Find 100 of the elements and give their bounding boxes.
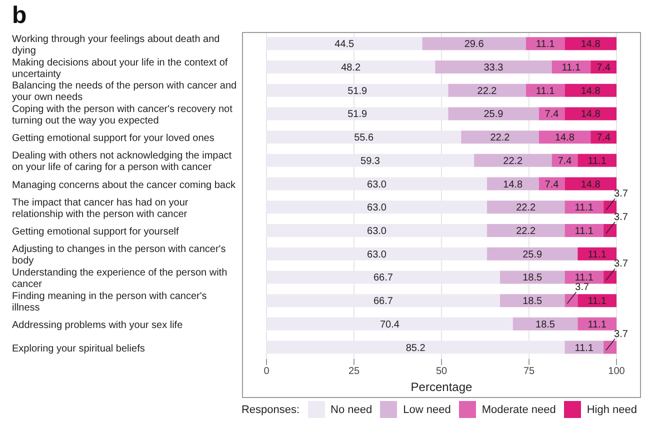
bar [266, 200, 487, 214]
data-label: 22.2 [516, 226, 536, 237]
bar [564, 107, 616, 120]
x-tick-label: 25 [348, 366, 360, 378]
y-tick-label: Adjusting to changes in the person with cancer's body [12, 244, 226, 267]
data-label: 11.1 [536, 86, 556, 97]
bar [564, 340, 604, 354]
bar [538, 130, 591, 144]
bar [266, 130, 462, 144]
y-tick-label: Understanding the experience of the person with cancer [12, 268, 228, 290]
legend-label: High need [586, 402, 637, 418]
bar [487, 224, 565, 237]
bar [578, 247, 616, 260]
bar [487, 247, 578, 260]
data-label: 7.4 [596, 132, 611, 144]
bar [564, 294, 578, 308]
bar [552, 60, 591, 74]
data-label: 63.0 [367, 249, 387, 260]
legend-label: Low need [402, 402, 451, 418]
bar [487, 177, 539, 190]
legend-label: Moderate need [480, 402, 556, 418]
bar [604, 224, 616, 237]
bar [578, 294, 616, 308]
bar [266, 107, 448, 120]
bar [578, 154, 616, 167]
bar [266, 84, 448, 97]
data-label: 14.8 [580, 86, 601, 97]
data-label: 44.5 [334, 39, 355, 50]
data-label: 18.5 [522, 296, 542, 308]
y-tick-label: Exploring your spiritual beliefs [12, 343, 145, 354]
bar [435, 60, 552, 74]
data-label: 48.2 [341, 62, 362, 74]
x-tick-label: 0 [264, 366, 270, 378]
data-label: 7.4 [544, 179, 560, 190]
data-label: 29.6 [464, 39, 484, 50]
data-label: 70.4 [380, 319, 400, 330]
bar [512, 317, 578, 330]
y-tick-label: Managing concerns about the cancer coming back [12, 180, 236, 191]
x-axis-title: Percentage [410, 380, 473, 394]
bar [604, 340, 616, 354]
data-label: 11.1 [588, 296, 607, 308]
bar [564, 200, 604, 214]
data-label: 11.1 [588, 319, 607, 330]
y-tick-label: Finding meaning in the person with cancer's illness [12, 290, 207, 314]
data-label: 59.3 [360, 156, 380, 167]
data-label: 22.2 [503, 156, 524, 167]
data-label: 63.0 [367, 226, 387, 237]
bar [461, 130, 539, 144]
bar [266, 224, 487, 237]
bar [266, 37, 422, 50]
data-label: 22.2 [490, 132, 510, 144]
bar [266, 247, 487, 260]
data-label: 11.1 [588, 249, 607, 260]
data-label: 11.1 [574, 226, 594, 237]
bar [487, 200, 565, 214]
y-tick-label: Getting emotional support for yourself [12, 226, 179, 238]
data-label: 11.1 [574, 202, 594, 214]
data-label: 51.9 [348, 109, 368, 120]
data-label: 63.0 [367, 179, 387, 190]
data-label: 14.8 [580, 109, 601, 120]
data-label: 7.4 [596, 62, 611, 74]
legend-title: Responses: [241, 404, 300, 416]
data-label: 25.9 [484, 109, 504, 120]
legend-label: No need [330, 402, 372, 418]
data-label: 22.2 [477, 86, 498, 97]
y-tick-label: Addressing problems with your sex life [12, 320, 184, 331]
y-tick-label: Coping with the person with cancer's recovery not turning out the way you expected [12, 104, 233, 126]
bar [448, 107, 539, 120]
bar [564, 177, 616, 190]
data-label: 3.7 [614, 188, 628, 200]
bar [564, 270, 604, 284]
bar [266, 317, 513, 330]
bar [578, 317, 616, 330]
bar [422, 37, 526, 50]
bar [448, 84, 526, 97]
bar [500, 294, 565, 308]
data-label: 11.1 [562, 62, 581, 74]
bar [474, 154, 552, 167]
data-label: 85.2 [406, 342, 426, 354]
data-label: 14.8 [554, 132, 575, 144]
data-label: 14.8 [580, 39, 601, 50]
data-label: 3.7 [575, 282, 590, 294]
bar [500, 270, 565, 284]
bar [590, 130, 616, 144]
bar [266, 340, 565, 354]
x-tick-label: 100 [608, 366, 626, 378]
bar [266, 294, 500, 308]
data-label: 55.6 [354, 132, 374, 144]
bar [266, 270, 500, 284]
data-label: 3.7 [614, 258, 628, 270]
x-tick-label: 75 [523, 366, 535, 378]
data-label: 22.2 [516, 202, 536, 214]
bar [564, 224, 604, 237]
data-label: 51.9 [348, 86, 368, 97]
bar [564, 84, 616, 97]
y-tick-label: Working through your feelings about death and dying [12, 34, 220, 56]
bar [266, 60, 436, 74]
data-label: 14.8 [503, 179, 524, 190]
data-label: 33.3 [484, 62, 504, 74]
data-label: 11.1 [574, 272, 594, 284]
